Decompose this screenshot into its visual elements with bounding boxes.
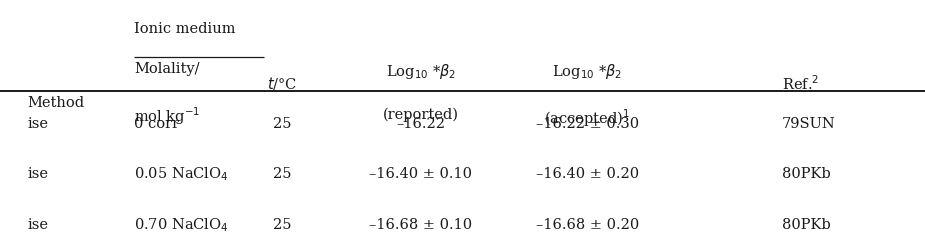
Text: –16.22: –16.22 [397,117,445,131]
Text: 25: 25 [273,117,291,131]
Text: Molality/: Molality/ [134,62,200,76]
Text: –16.68 ± 0.20: –16.68 ± 0.20 [536,218,639,232]
Text: 80PKb: 80PKb [782,168,831,181]
Text: 25: 25 [273,218,291,232]
Text: mol kg$^{-1}$: mol kg$^{-1}$ [134,105,201,127]
Text: Method: Method [28,96,85,110]
Text: Log$_{10}$ *$\beta_{2}$: Log$_{10}$ *$\beta_{2}$ [552,62,623,81]
Text: –16.68 ± 0.10: –16.68 ± 0.10 [369,218,473,232]
Text: –16.40 ± 0.10: –16.40 ± 0.10 [369,168,473,181]
Text: (accepted)$^{1}$: (accepted)$^{1}$ [544,108,631,129]
Text: 0.70 NaClO$_4$: 0.70 NaClO$_4$ [134,216,228,234]
Text: –16.22 ± 0.30: –16.22 ± 0.30 [536,117,639,131]
Text: (reported): (reported) [383,108,459,122]
Text: 0 corr: 0 corr [134,117,179,131]
Text: 80PKb: 80PKb [782,218,831,232]
Text: –16.40 ± 0.20: –16.40 ± 0.20 [536,168,639,181]
Text: Log$_{10}$ *$\beta_{2}$: Log$_{10}$ *$\beta_{2}$ [386,62,456,81]
Text: $t$/°C: $t$/°C [267,75,297,92]
Text: 79SUN: 79SUN [782,117,835,131]
Text: ise: ise [28,168,49,181]
Text: ise: ise [28,117,49,131]
Text: Ref.$^{2}$: Ref.$^{2}$ [782,74,819,93]
Text: Ionic medium: Ionic medium [134,22,236,36]
Text: 0.05 NaClO$_4$: 0.05 NaClO$_4$ [134,166,228,183]
Text: 25: 25 [273,168,291,181]
Text: ise: ise [28,218,49,232]
